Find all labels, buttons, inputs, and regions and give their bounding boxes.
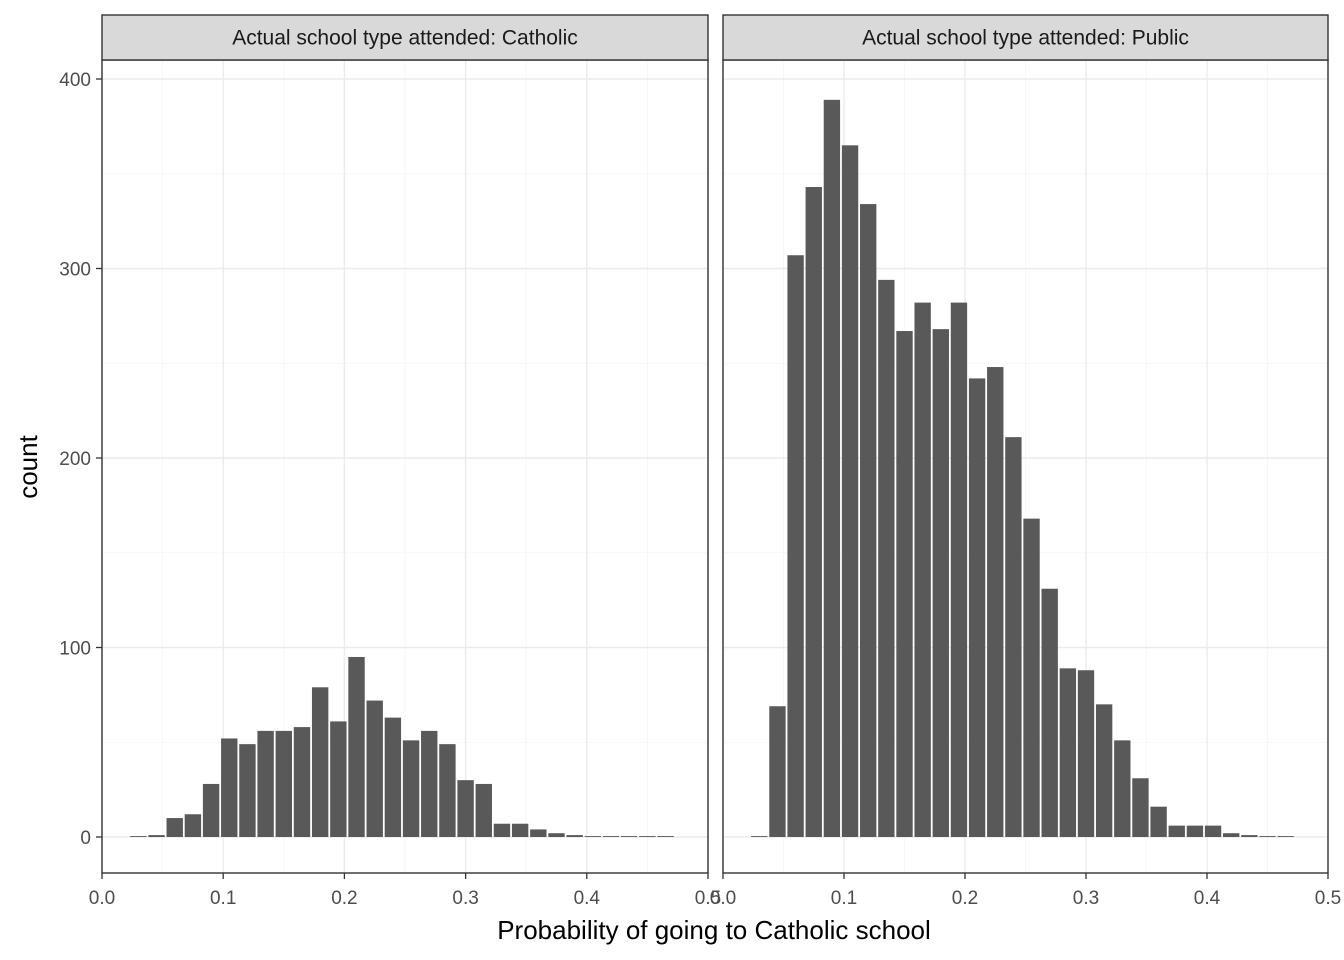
x-tick-label: 0.1 [210, 888, 236, 909]
histogram-bar [932, 329, 949, 837]
histogram-bar [439, 744, 456, 837]
histogram-bar [896, 331, 913, 837]
x-tick-label: 0.3 [1073, 888, 1099, 909]
histogram-bar [1132, 778, 1149, 837]
histogram-bar [221, 738, 238, 837]
histogram-bar [475, 783, 492, 837]
histogram-bar [1095, 704, 1113, 837]
histogram-bar [1041, 588, 1058, 837]
histogram-bar [1059, 668, 1077, 837]
histogram-bar [311, 687, 329, 837]
histogram-bar [787, 255, 804, 838]
histogram-bar [511, 823, 529, 837]
x-tick-label: 0.3 [452, 888, 478, 909]
histogram-bar [275, 730, 292, 837]
histogram-bar [621, 836, 638, 837]
histogram-bar [1259, 836, 1276, 837]
histogram-bar [639, 836, 656, 837]
histogram-bar [457, 780, 474, 837]
histogram-bar [348, 656, 365, 837]
x-tick-label: 0.5 [695, 888, 721, 909]
x-tick-label: 0.4 [1194, 888, 1221, 909]
histogram-bar [257, 730, 274, 837]
histogram-bar [366, 700, 383, 837]
facet-strip-label: Actual school type attended: Public [862, 27, 1189, 50]
histogram-bar [823, 99, 841, 838]
facet-strip [101, 14, 709, 61]
histogram-bar [293, 727, 311, 837]
histogram-bar [330, 721, 347, 837]
facet-strip [722, 14, 1329, 61]
histogram-bar [878, 279, 895, 837]
histogram-bar [184, 814, 202, 837]
histogram-bar [987, 367, 1004, 837]
histogram-bar [130, 836, 147, 837]
x-axis-title: Probability of going to Catholic school [497, 915, 931, 945]
histogram-bar [148, 835, 165, 837]
x-tick-label: 0.0 [89, 888, 115, 909]
histogram-bar [566, 835, 583, 837]
histogram-bar [657, 836, 674, 837]
x-tick-label: 0.2 [331, 888, 357, 909]
histogram-bar [1168, 825, 1185, 837]
x-tick-label: 0.0 [710, 888, 736, 909]
histogram-bar [384, 717, 402, 837]
panels-layer: Actual school type attended: Catholic 0.0… [89, 14, 1341, 909]
histogram-bar [421, 730, 438, 837]
histogram-bar [1114, 740, 1131, 837]
y-tick-label: 200 [59, 449, 91, 470]
y-axis-title: count [13, 434, 43, 498]
histogram-bar [584, 836, 602, 837]
y-tick-label: 0 [80, 828, 91, 849]
y-tick-label: 400 [59, 70, 91, 91]
histogram-bar [751, 836, 768, 837]
histogram-bar [1223, 833, 1240, 837]
histogram-bar [1277, 836, 1294, 837]
histogram-bar [493, 823, 511, 837]
histogram-bar [1186, 825, 1204, 837]
x-tick-label: 0.1 [831, 888, 857, 909]
facet-panel: Actual school type attended: Catholic 0.0… [89, 14, 721, 909]
histogram-bar [239, 744, 256, 837]
x-tick-label: 0.5 [1315, 888, 1341, 909]
facet-strip-label: Actual school type attended: Catholic [232, 27, 578, 50]
x-tick-label: 0.4 [574, 888, 601, 909]
histogram-bar [1077, 670, 1095, 837]
histogram-bar [1150, 806, 1167, 837]
histogram-bar [1005, 437, 1022, 837]
histogram-bar [1023, 518, 1040, 837]
y-tick-label: 100 [59, 639, 91, 660]
histogram-bar [841, 145, 859, 837]
y-tick-label: 300 [59, 260, 91, 281]
histogram-bar [968, 378, 986, 837]
histogram-bar [1241, 835, 1258, 837]
histogram-bar [769, 706, 786, 837]
y-axis: 0 100 200 300 400 [59, 70, 102, 849]
histogram-bar [950, 302, 968, 837]
histogram-bar [1204, 825, 1222, 837]
histogram-bar [530, 829, 547, 837]
histogram-bar [166, 818, 183, 837]
facet-panel: Actual school type attended: Public 0.0 0.… [710, 14, 1341, 909]
histogram-bar [402, 740, 420, 837]
histogram-bar [860, 204, 877, 837]
histogram-bar [602, 836, 620, 837]
x-tick-label: 0.2 [952, 888, 978, 909]
histogram-bar [202, 783, 220, 837]
histogram-bar [805, 187, 822, 837]
histogram-bar [914, 302, 931, 837]
histogram-bar [548, 833, 565, 837]
